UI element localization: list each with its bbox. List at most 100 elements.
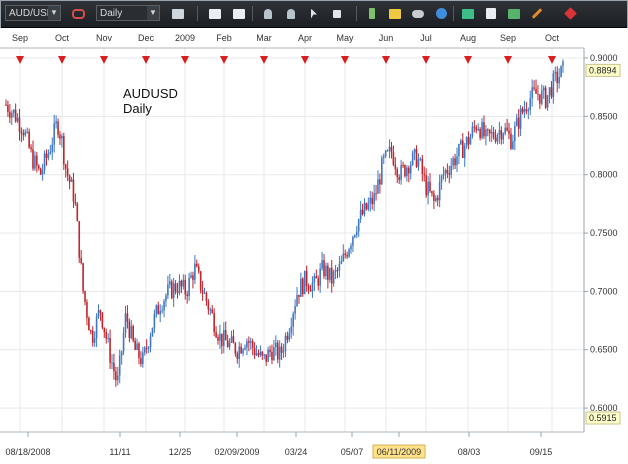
timeframe-select[interactable]: Daily ▼: [96, 5, 160, 21]
cursor-icon[interactable]: [305, 5, 323, 22]
candle: [515, 113, 518, 127]
candle: [5, 99, 7, 106]
zoom-icon[interactable]: [206, 5, 224, 22]
candle-body: [118, 355, 121, 376]
candle-body: [184, 279, 187, 295]
candle-body: [61, 136, 63, 139]
candle: [429, 173, 431, 193]
trendline-icon[interactable]: [459, 5, 477, 22]
candle: [115, 366, 117, 387]
crosshair-icon[interactable]: [328, 5, 346, 22]
candle: [176, 282, 179, 299]
symbol-select[interactable]: AUD/USD ▼: [5, 5, 61, 21]
candle-body: [550, 87, 553, 97]
y-tick-label: 0.6500: [590, 345, 618, 355]
hline-icon[interactable]: [363, 5, 381, 22]
candle-body: [363, 203, 366, 215]
candle-body: [544, 87, 547, 108]
y-tick-label: 0.8500: [590, 111, 618, 121]
candle: [463, 143, 466, 167]
candle: [375, 185, 377, 201]
candle: [344, 249, 347, 259]
candle-body: [560, 65, 562, 78]
candle-body: [68, 175, 71, 182]
panel-icon[interactable]: [482, 5, 500, 22]
candle: [86, 299, 88, 326]
candle: [396, 167, 399, 183]
candle: [182, 274, 185, 290]
candle: [514, 121, 516, 151]
candle: [390, 141, 393, 159]
candle-body: [16, 117, 19, 122]
month-label: Jul: [420, 33, 432, 43]
candle: [361, 203, 364, 216]
candle: [153, 309, 156, 333]
candle: [521, 106, 524, 115]
properties-icon[interactable]: [230, 5, 248, 22]
candle-body: [402, 165, 404, 167]
candle-body: [7, 104, 9, 113]
candle-body: [255, 353, 258, 356]
candle-body: [192, 275, 194, 280]
candle-body: [49, 151, 52, 154]
candle: [560, 65, 562, 78]
candle: [471, 121, 474, 139]
candle: [352, 235, 354, 253]
save-icon[interactable]: [505, 5, 523, 22]
candle-body: [384, 150, 387, 157]
note-icon[interactable]: [386, 5, 404, 22]
chevron-down-icon[interactable]: ▼: [147, 6, 159, 20]
price-chart[interactable]: AUDUSD Daily 0.6000 0.6500 0.7000 0.7500 0.8…: [0, 28, 628, 464]
candle: [288, 327, 291, 342]
date-labels: 08/18/2008 11/11 12/25 02/09/2009 03/24 05/07…: [5, 432, 552, 459]
candle-body: [382, 156, 385, 158]
candle: [298, 294, 300, 304]
eye-icon[interactable]: [409, 5, 427, 22]
candle-body: [172, 283, 175, 299]
candle-body: [182, 279, 185, 287]
candle-body: [257, 353, 260, 356]
candle-body: [99, 310, 102, 313]
candle: [201, 281, 204, 301]
candle-body: [45, 153, 48, 158]
globe-icon[interactable]: [432, 5, 450, 22]
link-icon[interactable]: [65, 5, 91, 22]
candle-body: [88, 317, 90, 331]
candle-body: [300, 278, 302, 297]
candle-body: [186, 294, 188, 296]
candle-body: [211, 309, 214, 313]
candle: [72, 172, 75, 209]
event-markers: [16, 56, 556, 64]
candle-body: [217, 337, 219, 341]
candle-body: [540, 90, 543, 104]
candle-body: [126, 313, 129, 322]
candle-body: [440, 175, 443, 182]
min-price-box: [585, 411, 621, 425]
candle-body: [30, 147, 32, 150]
candle-body: [142, 352, 144, 365]
candle-body: [286, 335, 289, 340]
candle: [394, 157, 397, 176]
chart-type-icon[interactable]: [169, 5, 187, 22]
indicator-icon[interactable]: [259, 5, 277, 22]
candle-body: [113, 362, 115, 372]
candle: [209, 307, 212, 316]
candle-body: [434, 197, 437, 201]
candle: [242, 348, 244, 357]
candle: [149, 332, 152, 353]
candle-body: [59, 134, 61, 139]
candle: [194, 255, 196, 285]
candle: [452, 155, 454, 170]
candle-body: [510, 133, 512, 149]
indicator-list-icon[interactable]: [282, 5, 300, 22]
pencil-icon[interactable]: [528, 5, 546, 22]
candle-body: [460, 140, 462, 144]
candle: [431, 190, 433, 197]
close-icon[interactable]: [561, 5, 579, 22]
candle-body: [5, 104, 7, 106]
chevron-down-icon[interactable]: ▼: [48, 6, 60, 20]
min-price-label: 0.5915: [589, 413, 617, 423]
month-label: May: [336, 33, 354, 43]
candle: [533, 80, 535, 91]
candle: [271, 344, 273, 365]
